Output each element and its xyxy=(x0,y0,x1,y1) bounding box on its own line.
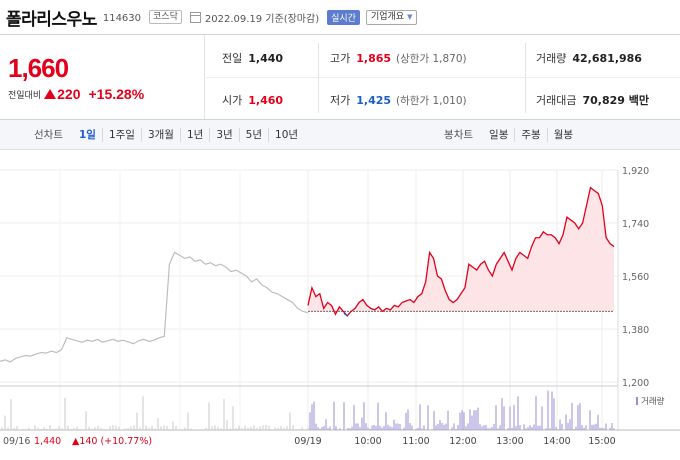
prev-close-label: 1,440 xyxy=(34,436,61,447)
price-panel: 1,660 전일대비 220 +15.28% 전일 1,440 고가 1,865… xyxy=(0,34,680,120)
volume-value: 42,681,986 xyxy=(572,51,642,65)
low-value: 1,425 xyxy=(356,93,392,107)
y-tick-label: 1,560 xyxy=(622,272,649,283)
below-baseline-segment xyxy=(343,312,349,317)
trade-value-stat: 거래대금 70,829 백만 xyxy=(536,92,649,108)
x-tick-label: 14:00 xyxy=(543,436,570,447)
line-chart-label: 선차트 xyxy=(34,129,63,141)
y-tick-label: 1,200 xyxy=(622,378,649,389)
tab-5year[interactable]: 5년 xyxy=(238,127,268,142)
candle-chart-label: 봉차트 xyxy=(444,129,474,141)
upper-limit: (상한가 1,870) xyxy=(396,52,467,65)
high-stat: 고가 1,865 (상한가 1,870) xyxy=(330,50,467,66)
x-tick-label: 13:00 xyxy=(496,436,523,447)
high-value: 1,865 xyxy=(356,51,392,65)
open-label: 시가 xyxy=(222,94,243,107)
x-tick-label: 12:00 xyxy=(449,436,476,447)
prev-close-stat: 전일 1,440 xyxy=(222,50,283,66)
tab-3month[interactable]: 3개월 xyxy=(140,127,180,142)
trade-value-label: 거래대금 xyxy=(536,94,577,107)
prev-close-label: 전일 xyxy=(222,52,243,65)
base-date: 2022.09.19 기준(장마감) xyxy=(204,13,320,25)
low-stat: 저가 1,425 (하한가 1,010) xyxy=(330,92,467,108)
open-stat: 시가 1,460 xyxy=(222,92,283,108)
today-line xyxy=(307,186,615,317)
tab-daily-candle[interactable]: 일봉 xyxy=(489,128,509,141)
y-tick-label: 1,380 xyxy=(622,325,649,336)
price-chart-svg: 1,920 1,740 1,560 1,380 1,200 거래량 09/16 1,440 ▲1… xyxy=(0,166,680,447)
low-label: 저가 xyxy=(330,94,351,107)
x-tick-label: 11:00 xyxy=(402,436,429,447)
volume-legend-label: 거래량 xyxy=(641,396,665,407)
divider xyxy=(206,77,680,78)
chart-period-tabs: 선차트 1일 1주일 3개월 1년 3년 5년 10년 봉차트 일봉 주봉 월봉 xyxy=(0,120,680,150)
market-badge: 코스닥 xyxy=(149,10,182,24)
volume-label: 거래량 xyxy=(536,52,567,65)
price-chart[interactable]: 1,920 1,740 1,560 1,380 1,200 거래량 09/16 1,440 ▲1… xyxy=(0,150,680,456)
y-tick-label: 1,740 xyxy=(622,219,649,230)
tab-weekly-candle[interactable]: 주봉 xyxy=(514,127,546,142)
open-value: 1,460 xyxy=(248,93,284,107)
x-tick-label: 10:00 xyxy=(354,436,381,447)
current-price-box: 1,660 전일대비 220 +15.28% xyxy=(0,35,205,119)
volume-legend-swatch xyxy=(636,397,638,405)
tab-monthly-candle[interactable]: 월봉 xyxy=(546,127,579,142)
change-amount: 220 xyxy=(57,86,81,102)
prev-date-label: 09/16 xyxy=(3,436,30,447)
change-row: 전일대비 220 +15.28% xyxy=(8,86,144,102)
realtime-button[interactable]: 실시간 xyxy=(327,9,360,25)
x-tick-label: 15:00 xyxy=(588,436,615,447)
prev-day-line xyxy=(0,251,309,363)
change-label: 전일대비 xyxy=(8,90,42,101)
prev-change-label: ▲140 (+10.77%) xyxy=(72,436,152,447)
x-tick-label: 09/19 xyxy=(294,436,321,447)
up-arrow-icon xyxy=(44,89,57,99)
lower-limit: (하한가 1,010) xyxy=(396,94,467,107)
stock-name: 폴라리스우노 xyxy=(6,9,97,30)
y-tick-label: 1,920 xyxy=(622,166,649,177)
current-price: 1,660 xyxy=(8,53,69,83)
calendar-icon xyxy=(189,11,201,23)
tab-1year[interactable]: 1년 xyxy=(179,127,209,142)
tab-10year[interactable]: 10년 xyxy=(268,127,304,142)
change-percent: +15.28% xyxy=(88,86,145,102)
prev-close-value: 1,440 xyxy=(248,51,284,65)
chevron-down-icon: ▼ xyxy=(407,12,413,21)
title-bar: 폴라리스우노 114630 코스닥 2022.09.19 기준(장마감) 실시간… xyxy=(0,0,680,34)
divider xyxy=(525,43,526,113)
company-overview-label: 기업개요 xyxy=(370,11,405,22)
high-label: 고가 xyxy=(330,52,351,65)
tab-1week[interactable]: 1주일 xyxy=(101,127,141,142)
tab-3year[interactable]: 3년 xyxy=(209,127,238,142)
company-overview-button[interactable]: 기업개요 ▼ xyxy=(365,9,418,25)
tab-1day[interactable]: 1일 xyxy=(78,128,96,141)
volume-stat: 거래량 42,681,986 xyxy=(536,50,642,66)
stock-code: 114630 xyxy=(102,13,142,24)
today-area-fill xyxy=(308,187,614,312)
trade-value: 70,829 백만 xyxy=(582,94,650,107)
divider xyxy=(318,43,319,113)
